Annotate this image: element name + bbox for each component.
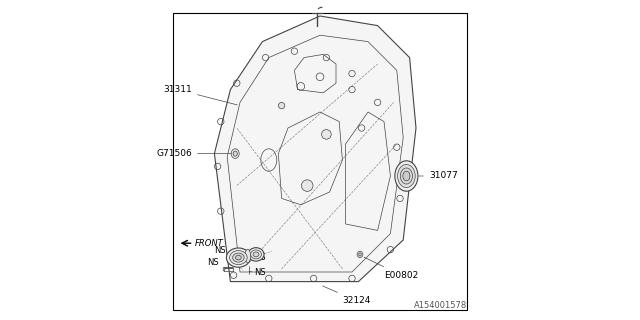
Text: NS: NS — [207, 258, 226, 268]
Ellipse shape — [223, 268, 225, 271]
Ellipse shape — [401, 168, 413, 184]
Ellipse shape — [248, 248, 264, 261]
Ellipse shape — [357, 251, 363, 258]
Polygon shape — [214, 16, 416, 282]
Text: NS: NS — [214, 246, 234, 255]
Text: NS: NS — [249, 253, 266, 262]
Ellipse shape — [359, 253, 361, 256]
Text: 32124: 32124 — [323, 286, 371, 305]
Text: E00802: E00802 — [364, 257, 419, 280]
Text: G71506: G71506 — [156, 149, 234, 158]
Text: A154001578: A154001578 — [414, 301, 467, 310]
Ellipse shape — [233, 151, 237, 156]
Ellipse shape — [250, 250, 262, 259]
Text: 31077: 31077 — [419, 172, 458, 180]
Circle shape — [278, 102, 285, 109]
Ellipse shape — [397, 164, 415, 188]
Circle shape — [301, 180, 313, 191]
Ellipse shape — [253, 252, 259, 257]
Text: 31311: 31311 — [163, 85, 237, 105]
Ellipse shape — [236, 255, 241, 260]
Circle shape — [321, 130, 332, 139]
Ellipse shape — [231, 149, 239, 158]
Ellipse shape — [233, 253, 244, 262]
Ellipse shape — [230, 251, 247, 265]
Ellipse shape — [227, 248, 250, 267]
Ellipse shape — [403, 171, 410, 181]
Ellipse shape — [245, 249, 251, 263]
Text: NS: NS — [249, 268, 266, 277]
Text: FRONT: FRONT — [195, 239, 224, 248]
Ellipse shape — [395, 161, 418, 191]
